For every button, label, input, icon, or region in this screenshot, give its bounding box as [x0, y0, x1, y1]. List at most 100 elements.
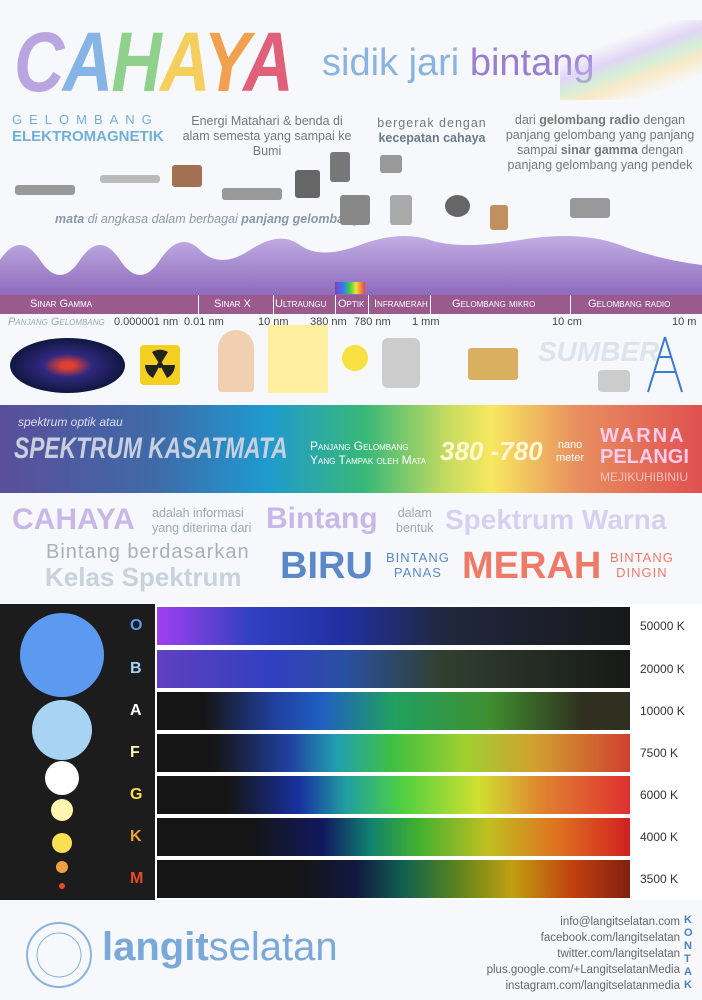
satellite-icon: [330, 152, 350, 182]
wave-graphic: [0, 236, 702, 296]
contact-item: instagram.com/langitselatanmedia: [505, 980, 680, 992]
eyes-text: mata di angkasa dalam berbagai panjang g…: [55, 212, 360, 226]
adalah-text: adalah informasi yang diterima dari: [152, 506, 252, 535]
move-text: bergerak dengan: [377, 116, 487, 130]
title-cahaya: CAHAYA: [14, 14, 294, 111]
contact-item: info@langitselatan.com: [560, 916, 680, 928]
contact-item: facebook.com/langitselatan: [540, 932, 680, 944]
satellite-icon: [490, 205, 508, 230]
title-letter: Y: [203, 15, 245, 109]
star-circle: [51, 799, 73, 821]
band-divider: [198, 295, 199, 314]
spectrum-strip: [157, 607, 630, 645]
sumber-label: SUMBER: [538, 336, 660, 367]
heater-icon: [382, 338, 420, 388]
spectral-class-letter: K: [130, 828, 142, 845]
merah-word: MERAH: [462, 545, 602, 587]
band-divider: [570, 295, 571, 314]
spectrum-strip: [157, 692, 630, 730]
title-letter: A: [62, 15, 113, 109]
band-label: Sinar Gamma: [30, 298, 93, 310]
satellite-icon: [340, 195, 370, 225]
xray-person-icon: [218, 330, 254, 392]
spectrum-band-bar: Sinar Gamma Sinar X Ultraungu Optik Inframer…: [0, 295, 702, 314]
radio-tower-icon: [647, 336, 683, 393]
prism-rainbow: [560, 20, 702, 100]
langitselatan-seal-logo: [26, 922, 92, 988]
gelombang-label: GELOMBANG: [12, 112, 159, 127]
bintang-dingin: BINTANG DINGIN: [610, 550, 674, 580]
satellite-icon: [222, 188, 282, 200]
spectral-class-letter: A: [130, 702, 142, 719]
spectrum-strip: [157, 818, 630, 856]
spectrum-kasatmata: SPEKTRUM KASATMATA: [14, 432, 288, 465]
visible-desc: Panjang Gelombang Yang Tampak oleh Mata: [310, 439, 427, 467]
star-circle: [59, 883, 65, 889]
temperature-label: 50000 K: [640, 619, 685, 633]
temperature-label: 4000 K: [640, 830, 679, 844]
star-circle: [45, 761, 79, 795]
band-label: Ultraungu: [275, 298, 327, 310]
satellite-icon: [445, 195, 470, 217]
subtitle: sidik jari bintang: [322, 42, 594, 85]
nanometer-unit: nano meter: [556, 439, 585, 464]
wavelength-value: 10 m: [672, 316, 697, 328]
band-label: Gelombang mikro: [452, 298, 536, 310]
satellite-icon: [100, 175, 160, 183]
band-divider: [335, 295, 336, 314]
galaxy-image: [10, 338, 125, 393]
spectrum-small-text: spektrum optik atau: [18, 415, 123, 429]
band-label: Gelombang radio: [588, 298, 671, 310]
star-circle: [32, 700, 92, 760]
satellite-icon: [172, 165, 202, 187]
wavelength-value: 1 mm: [412, 316, 440, 328]
star-circle: [56, 861, 68, 873]
satellite-icon: [390, 195, 412, 225]
kontak-label: KONTAK: [684, 914, 693, 991]
brand-logo: langitselatan: [102, 925, 338, 969]
wavelength-value: 10 cm: [552, 316, 582, 328]
title-letter: A: [160, 15, 205, 109]
band-label: Optik: [338, 298, 365, 310]
satellite-icon: [380, 155, 402, 173]
wavelength-value: 0.01 nm: [184, 316, 224, 328]
radiation-icon: [140, 345, 180, 385]
lightbulb-icon: [342, 345, 368, 371]
bintang-panas: BINTANG PANAS: [386, 550, 450, 580]
warna-label: WARNA: [600, 425, 686, 447]
spectrum-strip: [157, 734, 630, 772]
spectrum-strip: [157, 860, 630, 898]
cahaya-word: CAHAYA: [12, 503, 135, 536]
sunbathing-person-icon: [268, 325, 328, 393]
spectral-class-letter: M: [130, 870, 144, 887]
spectrum-strip: [157, 650, 630, 688]
temperature-label: 6000 K: [640, 788, 679, 802]
microwave-icon: [468, 348, 518, 380]
title-letter: A: [243, 15, 293, 109]
temperature-label: 10000 K: [640, 704, 685, 718]
subtitle-a: sidik jari: [322, 42, 470, 84]
berdasarkan-text: Bintang berdasarkan: [46, 541, 250, 563]
contact-item: plus.google.com/+LangitselatanMedia: [486, 964, 680, 976]
bintang-word: Bintang: [266, 502, 378, 535]
speed-text: kecepatan cahaya: [378, 131, 486, 145]
spektrum-warna-word: Spektrum Warna: [445, 504, 667, 535]
dalam-text: dalam bentuk: [396, 506, 434, 535]
energy-text: Energi Matahari & benda di alam semesta …: [182, 114, 352, 158]
title-letter: H: [111, 15, 161, 109]
visible-spectrum-banner: spektrum optik atau SPEKTRUM KASATMATA P…: [0, 405, 702, 493]
spectral-class-letter: O: [130, 617, 143, 634]
visible-range: 380 -780: [440, 436, 543, 466]
satellite-icon: [570, 198, 610, 218]
satellite-icon: [295, 170, 320, 198]
band-divider: [430, 295, 431, 314]
range-text: dari gelombang radio dengan panjang gelo…: [505, 113, 695, 172]
wavelength-value: 780 nm: [354, 316, 391, 328]
biru-word: BIRU: [280, 545, 373, 587]
mejikuhibiniu-label: MEJIKUHIBINIU: [600, 470, 689, 484]
contact-list: info@langitselatan.com facebook.com/langi…: [487, 914, 680, 994]
elektromagnetik-label: ELEKTROMAGNETIK: [12, 128, 164, 145]
temperature-label: 7500 K: [640, 746, 679, 760]
spectral-class-letter: F: [130, 744, 140, 761]
star-circle: [52, 833, 72, 853]
